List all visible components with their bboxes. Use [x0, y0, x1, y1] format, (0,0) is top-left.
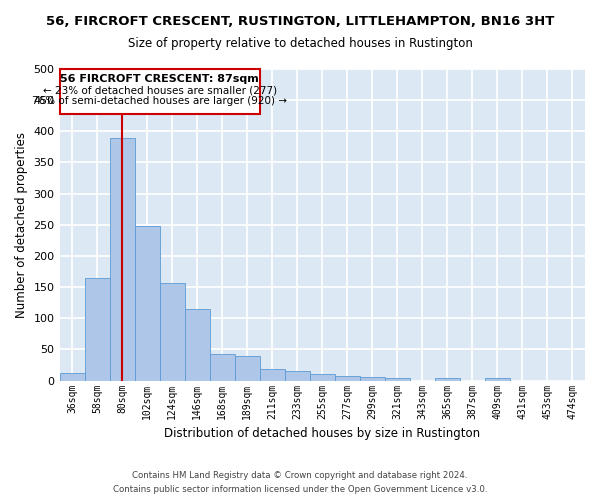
Bar: [435, 378, 460, 380]
Text: Contains HM Land Registry data © Crown copyright and database right 2024.: Contains HM Land Registry data © Crown c…: [132, 470, 468, 480]
Bar: [335, 376, 360, 380]
Bar: [85, 278, 110, 380]
Text: Contains public sector information licensed under the Open Government Licence v3: Contains public sector information licen…: [113, 486, 487, 494]
Text: 56 FIRCROFT CRESCENT: 87sqm: 56 FIRCROFT CRESCENT: 87sqm: [60, 74, 259, 84]
Bar: [285, 372, 310, 380]
FancyBboxPatch shape: [59, 69, 260, 114]
Bar: [485, 378, 510, 380]
Bar: [310, 374, 335, 380]
Text: Size of property relative to detached houses in Rustington: Size of property relative to detached ho…: [128, 38, 472, 51]
Bar: [360, 377, 385, 380]
Bar: [235, 356, 260, 380]
Bar: [260, 370, 285, 380]
Text: 56, FIRCROFT CRESCENT, RUSTINGTON, LITTLEHAMPTON, BN16 3HT: 56, FIRCROFT CRESCENT, RUSTINGTON, LITTL…: [46, 15, 554, 28]
Bar: [134, 226, 160, 380]
Bar: [209, 354, 235, 380]
Bar: [385, 378, 410, 380]
Bar: [59, 372, 85, 380]
Y-axis label: Number of detached properties: Number of detached properties: [15, 132, 28, 318]
Bar: [185, 309, 209, 380]
Bar: [110, 138, 134, 380]
X-axis label: Distribution of detached houses by size in Rustington: Distribution of detached houses by size …: [164, 427, 481, 440]
Bar: [160, 283, 185, 380]
Text: 76% of semi-detached houses are larger (920) →: 76% of semi-detached houses are larger (…: [32, 96, 287, 106]
Text: ← 23% of detached houses are smaller (277): ← 23% of detached houses are smaller (27…: [43, 85, 277, 95]
